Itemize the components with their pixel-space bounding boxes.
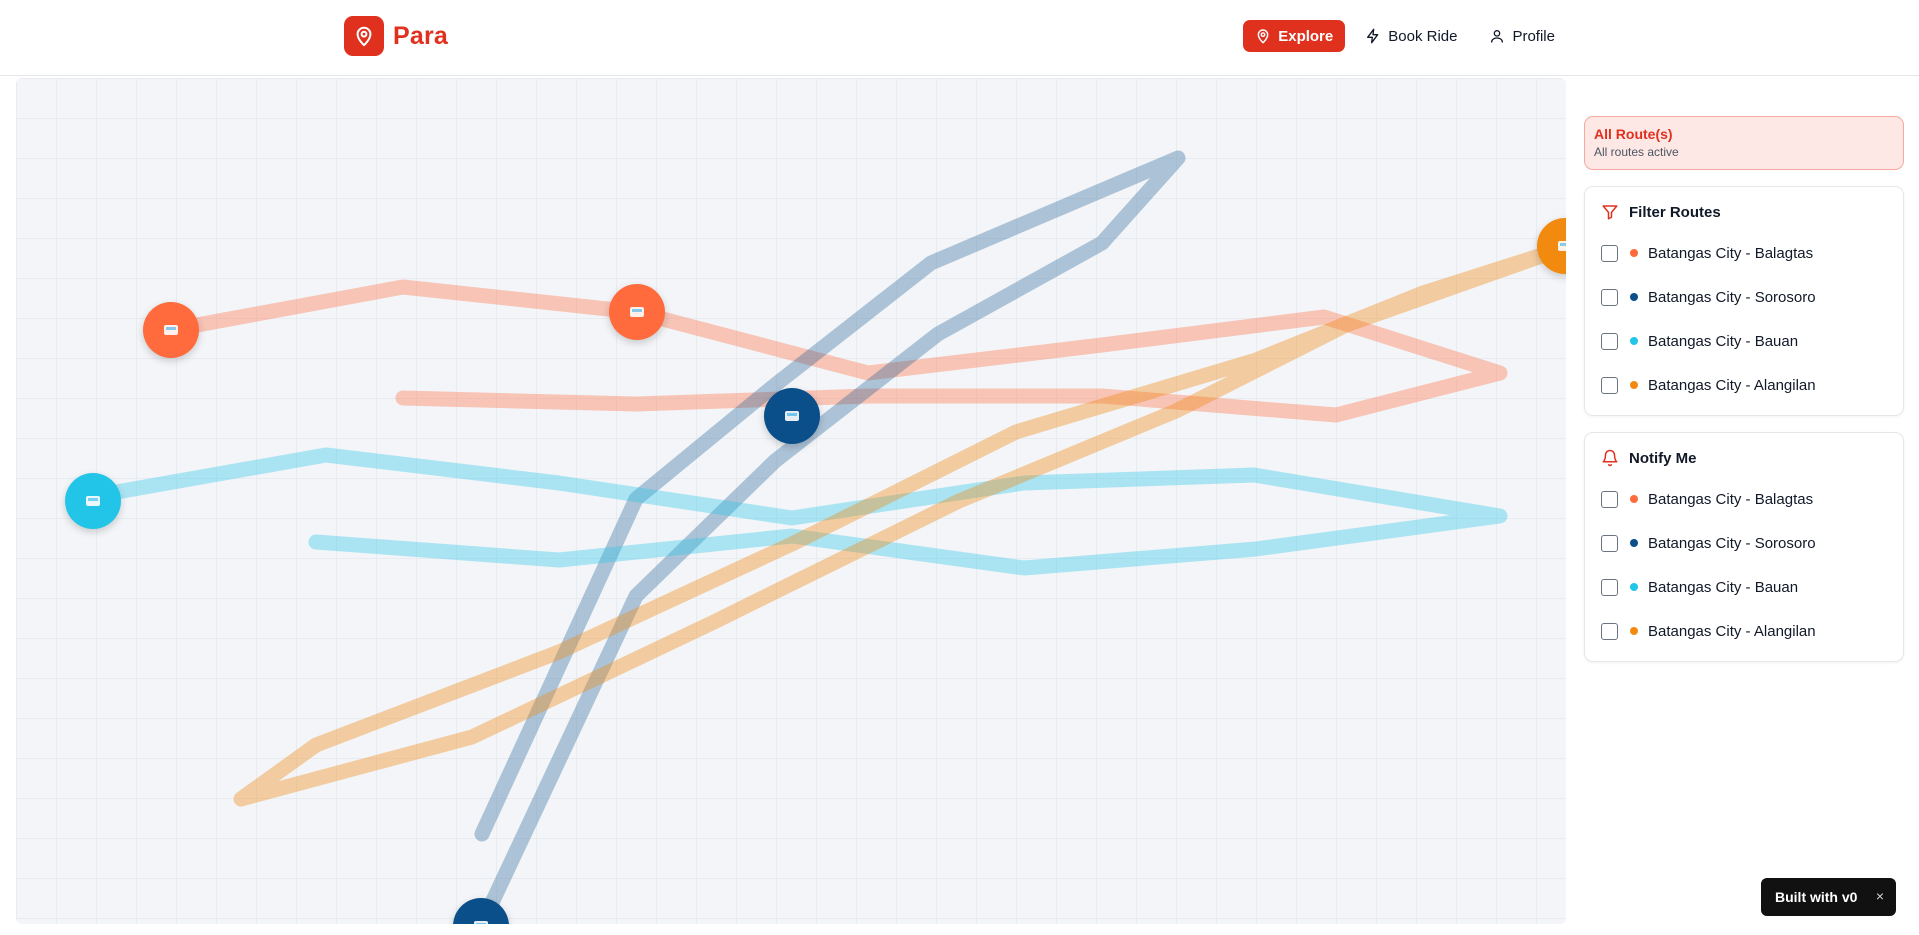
vehicle-marker-bauan-1[interactable] (65, 473, 121, 529)
bus-icon (474, 921, 488, 924)
notify-checkbox[interactable] (1601, 578, 1618, 596)
notify-checkbox[interactable] (1601, 490, 1618, 508)
nav-book-ride-label: Book Ride (1388, 27, 1458, 45)
filter-icon (1602, 205, 1618, 220)
map-pin-icon (1257, 29, 1269, 44)
jeepney-icon (86, 496, 100, 506)
bus-icon (630, 307, 644, 317)
filter-route-balagtas[interactable]: Batangas City - Balagtas (1601, 231, 1887, 275)
filter-route-sorosoro[interactable]: Batangas City - Sorosoro (1601, 275, 1887, 319)
filter-route-label: Batangas City - Balagtas (1648, 244, 1814, 262)
notify-me-card: Notify Me Batangas City - Balagtas Batan… (1584, 432, 1904, 662)
route-lines (86, 150, 1566, 924)
main-nav: Explore Book Ride Profile (1243, 20, 1567, 52)
bus-icon (785, 411, 799, 421)
route-map[interactable] (16, 78, 1566, 924)
notify-me-header: Notify Me (1601, 449, 1887, 467)
vehicle-marker-balagtas-2[interactable] (609, 284, 665, 340)
notify-route-label: Batangas City - Sorosoro (1648, 534, 1816, 552)
filter-route-label: Batangas City - Sorosoro (1648, 288, 1816, 306)
vehicle-marker-balagtas-1[interactable] (143, 302, 199, 358)
notify-checkbox[interactable] (1601, 534, 1618, 552)
route-sidebar: All Route(s) All routes active Filter Ro… (1584, 116, 1904, 662)
route-color-dot (1630, 337, 1638, 345)
nav-book-ride[interactable]: Book Ride (1353, 20, 1469, 52)
notify-route-bauan[interactable]: Batangas City - Bauan (1601, 565, 1887, 609)
bell-icon (1602, 449, 1618, 467)
vehicle-marker-sorosoro-1[interactable] (764, 388, 820, 444)
nav-explore[interactable]: Explore (1243, 20, 1346, 52)
brand-name: Para (393, 21, 449, 50)
filter-checkbox[interactable] (1601, 288, 1618, 306)
route-line-balagtas[interactable] (162, 279, 1508, 423)
notify-route-alangilan[interactable]: Batangas City - Alangilan (1601, 609, 1887, 653)
filter-checkbox[interactable] (1601, 244, 1618, 262)
notify-route-label: Batangas City - Bauan (1648, 578, 1799, 596)
route-status-title: All Route(s) (1594, 126, 1673, 142)
notify-route-sorosoro[interactable]: Batangas City - Sorosoro (1601, 521, 1887, 565)
route-color-dot (1630, 539, 1638, 547)
filter-routes-card: Filter Routes Batangas City - Balagtas B… (1584, 186, 1904, 416)
route-color-dot (1630, 495, 1638, 503)
route-color-dot (1630, 381, 1638, 389)
route-line-alangilan[interactable] (233, 240, 1566, 807)
notify-me-title: Notify Me (1629, 449, 1697, 467)
filter-route-alangilan[interactable]: Batangas City - Alangilan (1601, 363, 1887, 407)
notify-checkbox[interactable] (1601, 622, 1618, 640)
filter-route-label: Batangas City - Bauan (1648, 332, 1799, 350)
filter-checkbox[interactable] (1601, 376, 1618, 394)
brand[interactable]: Para (344, 16, 448, 56)
route-line-sorosoro[interactable] (474, 150, 1186, 924)
nav-profile[interactable]: Profile (1477, 20, 1567, 52)
map-pin-icon (344, 16, 384, 56)
built-with-badge[interactable]: Built with v0 × (1761, 878, 1896, 916)
user-icon (1491, 30, 1504, 43)
filter-route-label: Batangas City - Alangilan (1648, 376, 1816, 394)
route-status-subtitle: All routes active (1594, 145, 1679, 159)
route-color-dot (1630, 583, 1638, 591)
filter-checkbox[interactable] (1601, 332, 1618, 350)
route-status-banner: All Route(s) All routes active (1584, 116, 1904, 170)
nav-explore-label: Explore (1278, 27, 1334, 45)
nav-profile-label: Profile (1512, 27, 1555, 45)
bus-icon (1558, 241, 1566, 251)
top-navigation-bar: Para Explore Book Ride Profile (0, 0, 1919, 76)
notify-route-balagtas[interactable]: Batangas City - Balagtas (1601, 477, 1887, 521)
close-icon[interactable]: × (1875, 888, 1884, 904)
filter-routes-header: Filter Routes (1601, 203, 1887, 221)
jeepney-icon (164, 325, 178, 335)
route-line-bauan[interactable] (86, 447, 1508, 576)
filter-route-bauan[interactable]: Batangas City - Bauan (1601, 319, 1887, 363)
notify-route-label: Batangas City - Alangilan (1648, 622, 1816, 640)
notify-route-label: Batangas City - Balagtas (1648, 490, 1814, 508)
built-with-label: Built with v0 (1775, 889, 1858, 905)
route-color-dot (1630, 293, 1638, 301)
route-color-dot (1630, 249, 1638, 257)
route-color-dot (1630, 627, 1638, 635)
filter-routes-title: Filter Routes (1629, 203, 1721, 221)
bolt-icon (1367, 28, 1379, 44)
